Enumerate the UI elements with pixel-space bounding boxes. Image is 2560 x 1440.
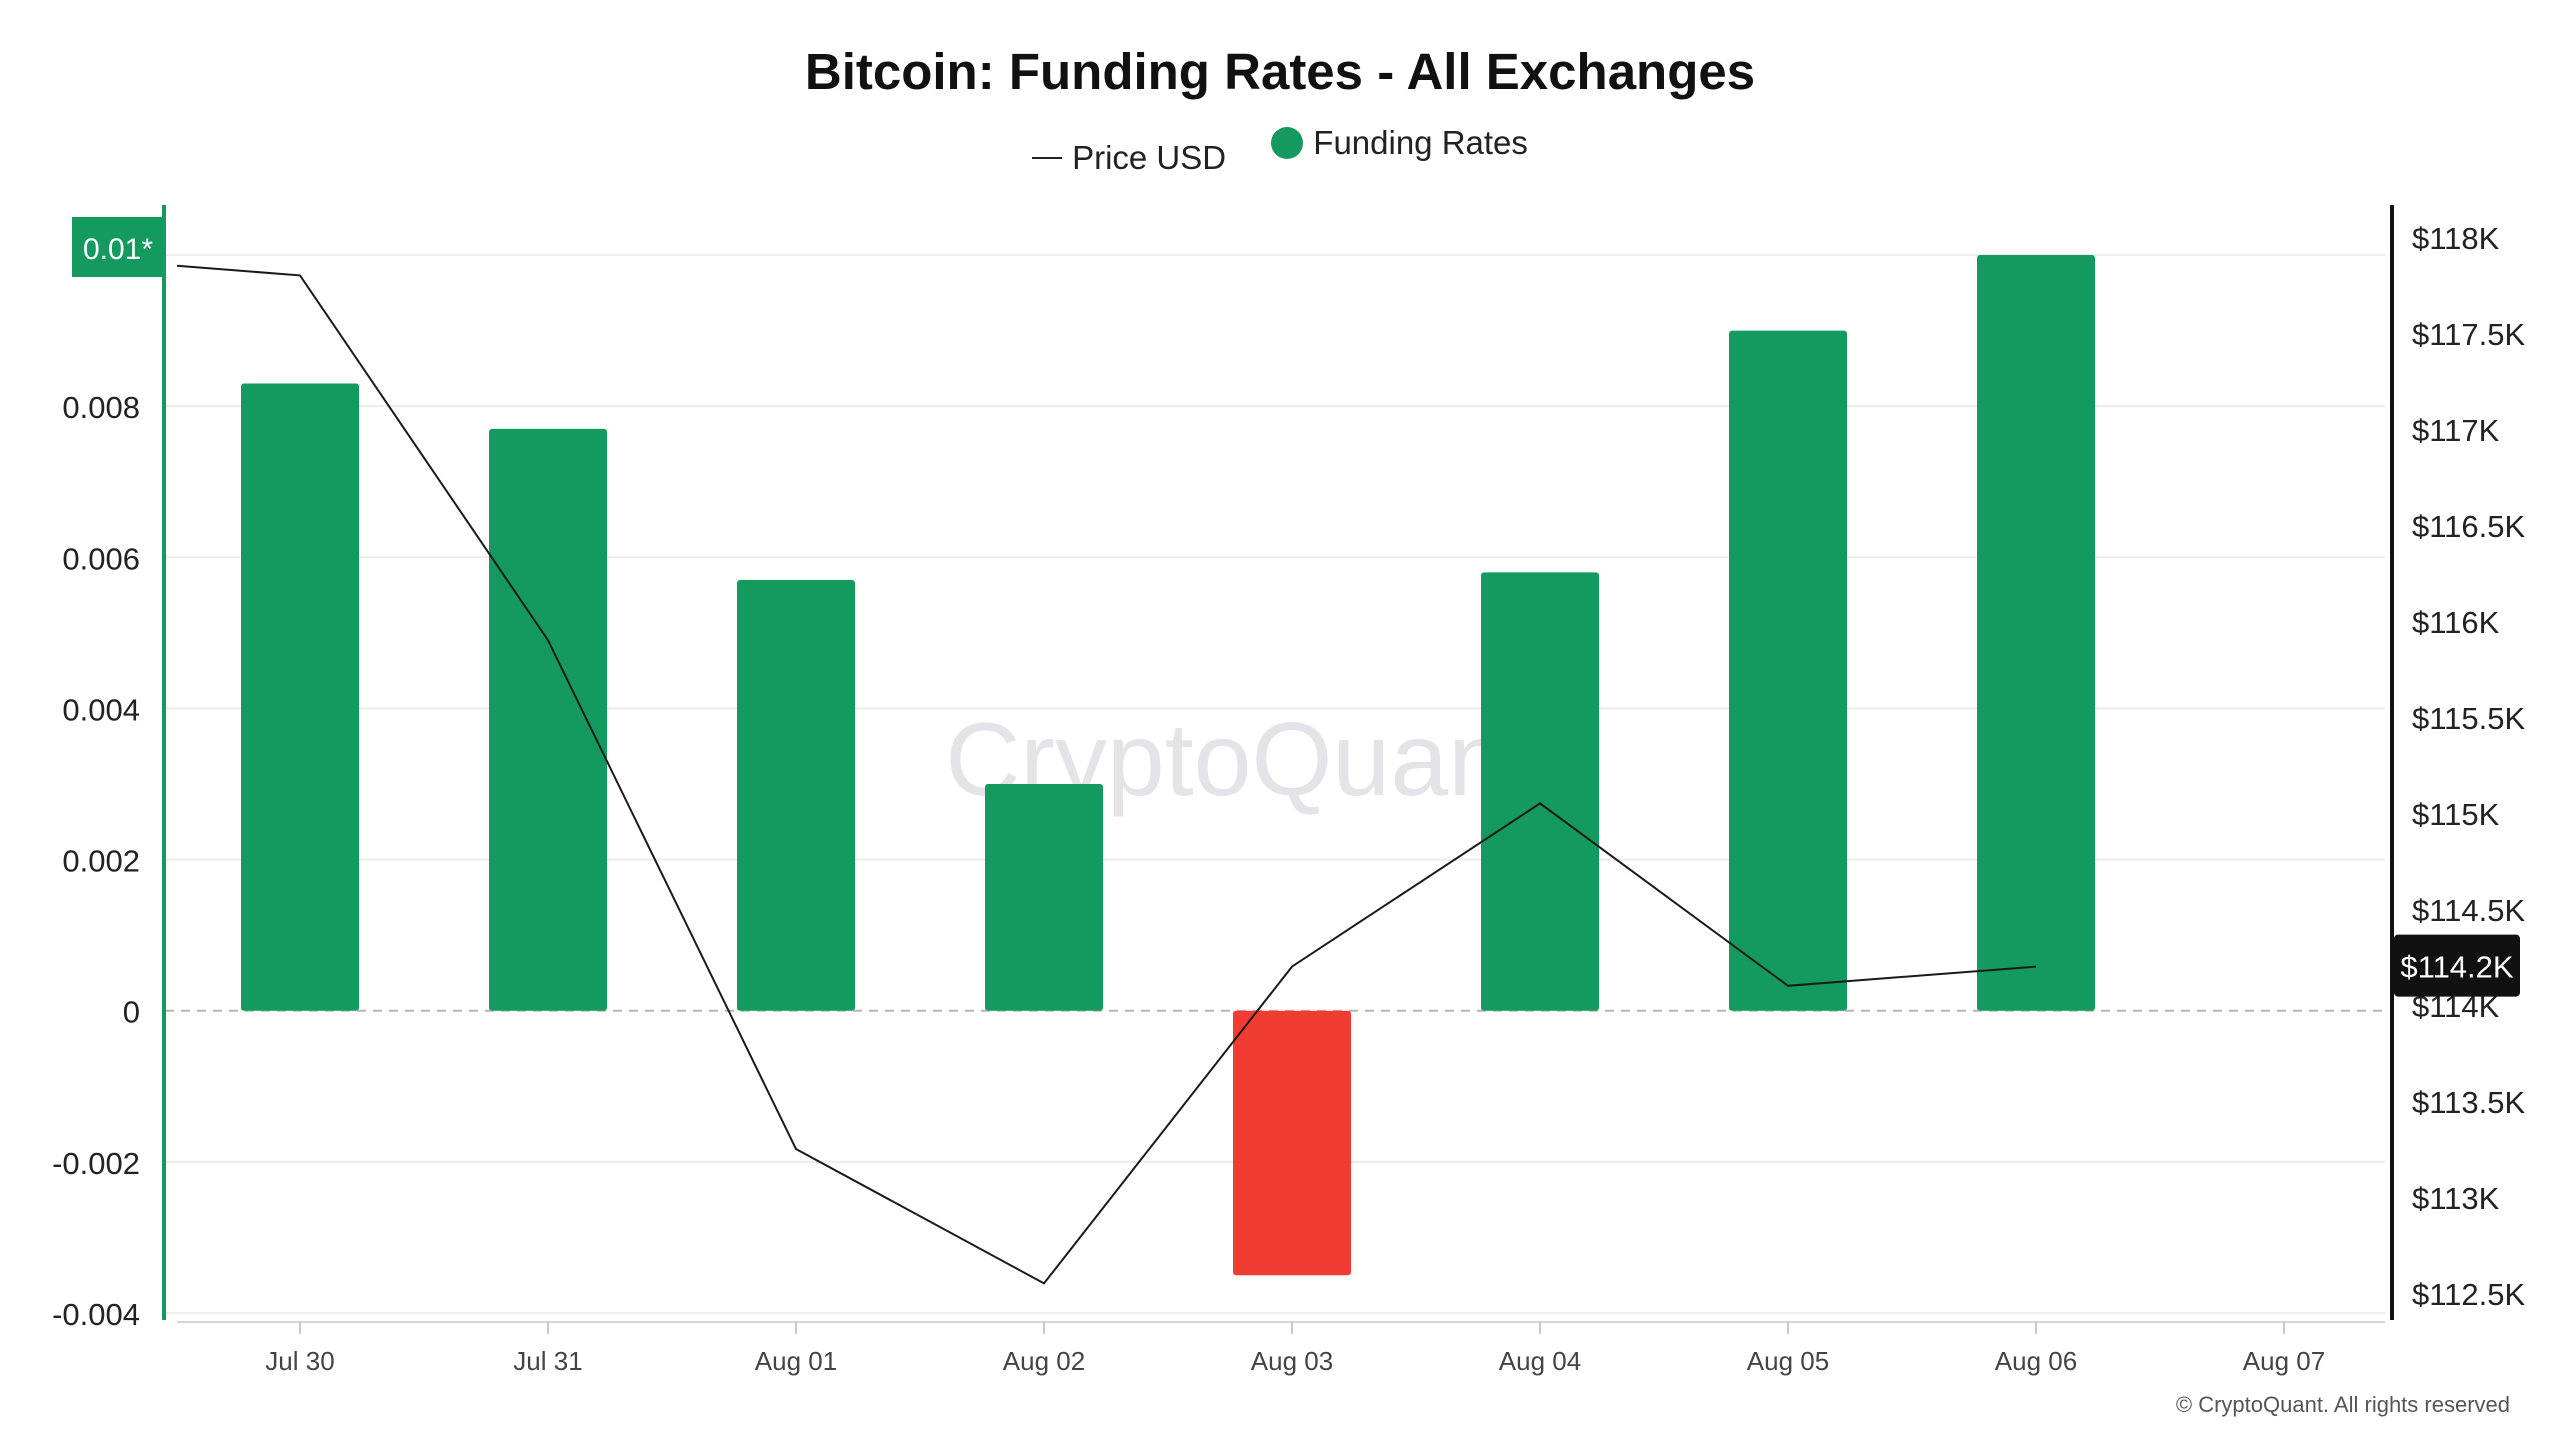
right-tick-label: $113.5K [2412, 1085, 2526, 1120]
dot-swatch-icon [1271, 127, 1304, 159]
x-tick-label: Aug 04 [1499, 1346, 1581, 1376]
legend-funding-label: Funding Rates [1313, 124, 1528, 161]
funding-bar-aug-04 [1481, 572, 1599, 1011]
right-tick-label: $116.5K [2412, 509, 2526, 544]
legend-item-funding[interactable]: Funding Rates [1271, 124, 1528, 162]
price-line [176, 264, 2037, 1285]
funding-bar-jul-31 [489, 428, 607, 1011]
copyright-footer: © CryptoQuant. All rights reserved [2175, 1392, 2510, 1417]
right-tick-label: $116K [2412, 605, 2500, 640]
x-tick-label: Jul 30 [265, 1346, 334, 1376]
right-tick-label: $112.5K [2412, 1277, 2526, 1312]
current-price-badge [2394, 934, 2520, 997]
legend-item-price[interactable]: Price USD [1032, 139, 1226, 177]
right-tick-label: $115K [2412, 797, 2500, 832]
left-tick-label: -0.002 [52, 1146, 140, 1181]
funding-bar-aug-01 [737, 579, 855, 1011]
legend: Price USD Funding Rates [0, 124, 2560, 177]
right-tick-label: $115.5K [2412, 701, 2526, 736]
left-tick-label: 0.004 [62, 692, 140, 727]
x-tick-label: Aug 07 [2243, 1346, 2325, 1376]
x-tick-label: Jul 31 [513, 1346, 582, 1376]
right-tick-label: $118K [2412, 221, 2500, 256]
chart-title: Bitcoin: Funding Rates - All Exchanges [804, 43, 1756, 100]
funding-bar-aug-02 [985, 784, 1103, 1011]
x-tick-label: Aug 06 [1995, 1346, 2077, 1376]
funding-bar-aug-05 [1729, 330, 1847, 1011]
current-price-badge-label: $114.2K [2400, 950, 2514, 985]
left-tick-label: 0.002 [62, 844, 140, 879]
x-tick-label: Aug 02 [1003, 1346, 1085, 1376]
left-tick-label: 0 [123, 995, 140, 1030]
legend-price-label: Price USD [1072, 139, 1227, 176]
right-tick-label: $117K [2412, 413, 2500, 448]
right-tick-label: $113K [2412, 1181, 2500, 1216]
right-tick-label: $114.5K [2412, 893, 2526, 928]
x-tick-label: Aug 03 [1251, 1346, 1333, 1376]
line-swatch-icon [1032, 157, 1063, 159]
funding-bar-aug-06 [1977, 255, 2095, 1011]
left-tick-label: 0.008 [62, 390, 140, 425]
funding-bar-aug-03 [1233, 1010, 1351, 1276]
x-tick-label: Aug 05 [1747, 1346, 1829, 1376]
funding-bar-jul-30 [241, 383, 359, 1011]
left-tick-label: -0.004 [52, 1297, 140, 1332]
left-tick-label: 0.006 [62, 541, 140, 576]
left-top-badge [72, 217, 164, 277]
x-tick-label: Aug 01 [755, 1346, 837, 1376]
left-top-badge-label: 0.01* [83, 233, 153, 266]
right-tick-label: $117.5K [2412, 317, 2526, 352]
